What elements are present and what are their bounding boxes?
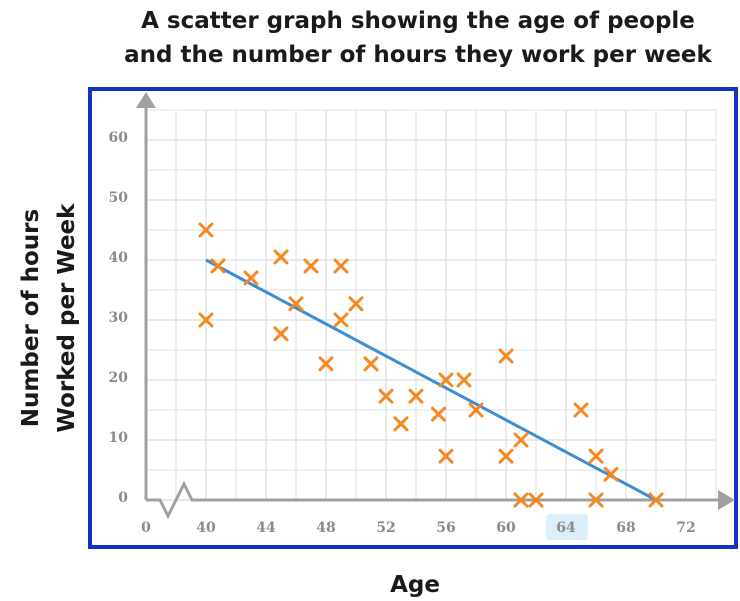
scatter-point xyxy=(198,222,214,238)
frame xyxy=(88,87,738,549)
scatter-point xyxy=(588,492,604,508)
scatter-point xyxy=(528,492,544,508)
scatter-point xyxy=(468,402,484,418)
y-tick-label: 50 xyxy=(109,190,129,206)
scatter-point xyxy=(498,448,514,464)
scatter-point xyxy=(318,356,334,372)
scatter-point xyxy=(603,466,619,482)
y-axis-title: Number of hours xyxy=(18,209,44,427)
scatter-point xyxy=(438,372,454,388)
scatter-point xyxy=(333,312,349,328)
x-tick-label: 52 xyxy=(376,520,395,536)
y-tick-label: 40 xyxy=(109,250,129,266)
highlight xyxy=(546,514,588,540)
scatter-point xyxy=(333,258,349,274)
scatter-point xyxy=(513,432,529,448)
x-arrow xyxy=(718,490,735,510)
y-axis-title: Worked per Week xyxy=(54,203,80,433)
scatter-point xyxy=(273,249,289,265)
scatter-point xyxy=(348,296,364,312)
scatter-point xyxy=(573,402,589,418)
scatter-point xyxy=(456,372,472,388)
trend-line xyxy=(205,258,657,502)
scatter-point xyxy=(363,356,379,372)
scatter-point xyxy=(513,492,529,508)
x-tick-label: 64 xyxy=(556,520,576,536)
chart-title: and the number of hours they work per we… xyxy=(124,42,712,68)
x-tick-label: 40 xyxy=(196,520,216,536)
x-tick-label: 44 xyxy=(256,520,276,536)
y-arrow xyxy=(136,92,156,108)
scatter-point xyxy=(198,312,214,328)
scatter-point xyxy=(408,388,424,404)
scatter-point xyxy=(243,270,259,286)
x-tick-label: 56 xyxy=(436,520,455,536)
scatter-point xyxy=(438,448,454,464)
chart-title: A scatter graph showing the age of peopl… xyxy=(141,8,695,34)
x-origin-label: 0 xyxy=(141,520,151,536)
scatter-point xyxy=(393,416,409,432)
x-tick-label: 68 xyxy=(616,520,635,536)
y-tick-label: 20 xyxy=(109,370,129,386)
x-tick-label: 60 xyxy=(496,520,516,536)
scatter-point xyxy=(378,388,394,404)
x-axis xyxy=(146,480,722,520)
scatter-point xyxy=(273,326,289,342)
y-tick-label: 60 xyxy=(109,130,129,146)
x-tick-label: 72 xyxy=(676,520,695,536)
scatter-point xyxy=(588,448,604,464)
scatter-point xyxy=(210,258,226,274)
scatter-point xyxy=(431,406,446,422)
y-tick-label: 10 xyxy=(109,430,129,446)
x-axis-title: Age xyxy=(390,572,440,598)
y-tick-label: 30 xyxy=(109,310,129,326)
y-tick-label: 0 xyxy=(118,490,128,506)
x-tick-label: 48 xyxy=(316,520,335,536)
scatter-point xyxy=(303,258,319,274)
scatter-point xyxy=(288,296,304,312)
scatter-point xyxy=(648,492,664,508)
scatter-point xyxy=(498,348,514,364)
